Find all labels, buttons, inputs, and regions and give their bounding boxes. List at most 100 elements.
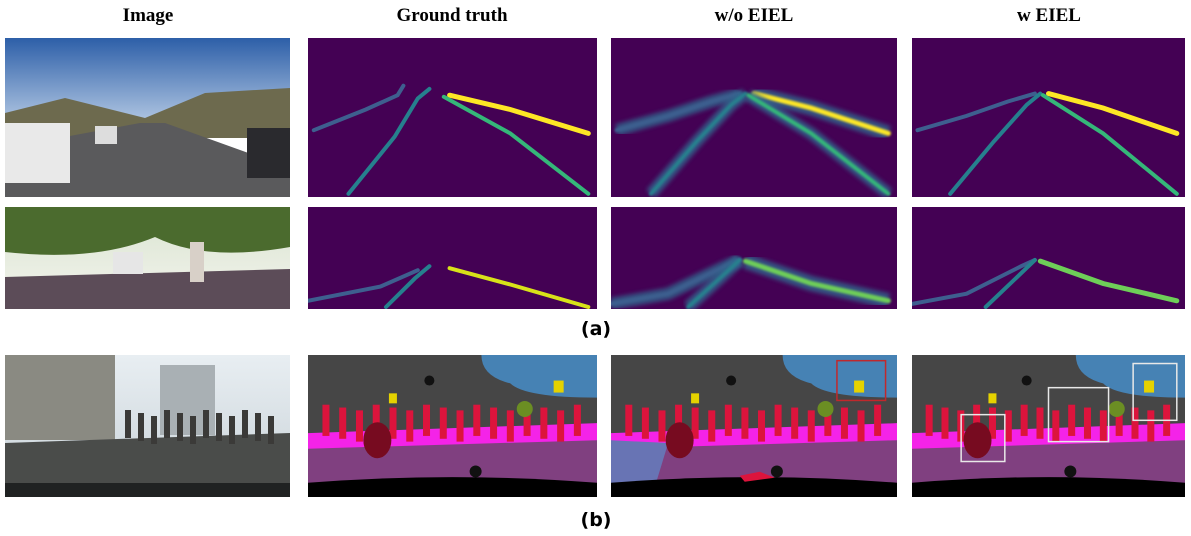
- hood: [308, 477, 597, 497]
- segmentation-map-content: [611, 355, 897, 497]
- truck: [5, 123, 70, 183]
- bicycle: [363, 422, 391, 458]
- pole-sign: [470, 465, 482, 477]
- person: [540, 408, 547, 439]
- person: [1052, 410, 1059, 441]
- pedestrian: [164, 410, 170, 438]
- photo-content: [5, 355, 290, 497]
- hood: [5, 483, 290, 497]
- segmentation-map: [308, 355, 597, 497]
- person: [389, 408, 396, 439]
- column-header: w EIEL: [1017, 5, 1081, 26]
- lane-map: [611, 38, 897, 197]
- pedestrian: [190, 416, 196, 444]
- pedestrian: [242, 410, 248, 438]
- person: [1068, 405, 1075, 436]
- pole-sign: [771, 465, 783, 477]
- person: [841, 408, 848, 439]
- person: [507, 410, 514, 441]
- person: [1036, 408, 1043, 439]
- figure: Image Ground truth w/o EIEL w EIEL (a) (…: [0, 0, 1191, 536]
- lane-map-content: [611, 38, 897, 197]
- pole-sign: [424, 376, 434, 386]
- pedestrian: [177, 413, 183, 441]
- sign: [389, 393, 397, 403]
- car: [95, 126, 117, 144]
- person: [625, 405, 632, 436]
- pole-sign: [726, 376, 736, 386]
- pedestrian: [229, 416, 235, 444]
- sign: [1144, 381, 1154, 393]
- pedestrian: [268, 416, 274, 444]
- car: [113, 252, 143, 274]
- vegetation: [517, 401, 533, 417]
- pole-sign: [1064, 465, 1076, 477]
- column-header: w/o EIEL: [715, 5, 794, 26]
- building: [5, 355, 115, 440]
- sign: [988, 393, 996, 403]
- sign: [854, 381, 864, 393]
- person: [1005, 410, 1012, 441]
- lane-map: [308, 38, 597, 197]
- vegetation: [818, 401, 834, 417]
- person: [406, 410, 413, 441]
- pedestrian: [125, 410, 131, 438]
- lane-map-content: [912, 38, 1185, 197]
- person: [642, 408, 649, 439]
- background: [912, 38, 1185, 197]
- person: [473, 405, 480, 436]
- person: [858, 410, 865, 441]
- lane-map: [912, 38, 1185, 197]
- person: [758, 410, 765, 441]
- photo: [5, 355, 290, 497]
- lane-map-content: [912, 207, 1185, 309]
- person: [574, 405, 581, 436]
- person: [339, 408, 346, 439]
- column-header: Image: [123, 5, 174, 26]
- person: [741, 408, 748, 439]
- bicycle: [666, 422, 694, 458]
- vegetation: [1109, 401, 1125, 417]
- pedestrian: [255, 413, 261, 441]
- lane-map-content: [308, 207, 597, 309]
- lane-map-content: [308, 38, 597, 197]
- pedestrian: [216, 413, 222, 441]
- person: [775, 405, 782, 436]
- photo: [5, 207, 290, 309]
- person: [791, 408, 798, 439]
- person: [356, 410, 363, 441]
- segmentation-map: [611, 355, 897, 497]
- lane-map-content: [611, 207, 897, 309]
- person: [725, 405, 732, 436]
- sign: [554, 381, 564, 393]
- person: [322, 405, 329, 436]
- column-header: Ground truth: [396, 5, 507, 26]
- photo-content: [5, 207, 290, 309]
- person: [874, 405, 881, 436]
- caption: (a): [581, 318, 611, 340]
- person: [440, 408, 447, 439]
- person: [557, 410, 564, 441]
- person: [708, 410, 715, 441]
- person: [490, 408, 497, 439]
- pedestrian: [138, 413, 144, 441]
- person: [1084, 408, 1091, 439]
- person: [658, 410, 665, 441]
- person: [1100, 410, 1107, 441]
- pedestrian: [203, 410, 209, 438]
- photo-content: [5, 38, 290, 197]
- car: [247, 128, 290, 178]
- pole-sign: [1022, 376, 1032, 386]
- segmentation-map-content: [912, 355, 1185, 497]
- hood: [912, 477, 1185, 497]
- person: [423, 405, 430, 436]
- lane-map: [912, 207, 1185, 309]
- person: [190, 242, 204, 282]
- pedestrian: [151, 416, 157, 444]
- segmentation-map: [912, 355, 1185, 497]
- photo: [5, 38, 290, 197]
- person: [1021, 405, 1028, 436]
- person: [926, 405, 933, 436]
- lane-map: [611, 207, 897, 309]
- bicycle: [964, 422, 992, 458]
